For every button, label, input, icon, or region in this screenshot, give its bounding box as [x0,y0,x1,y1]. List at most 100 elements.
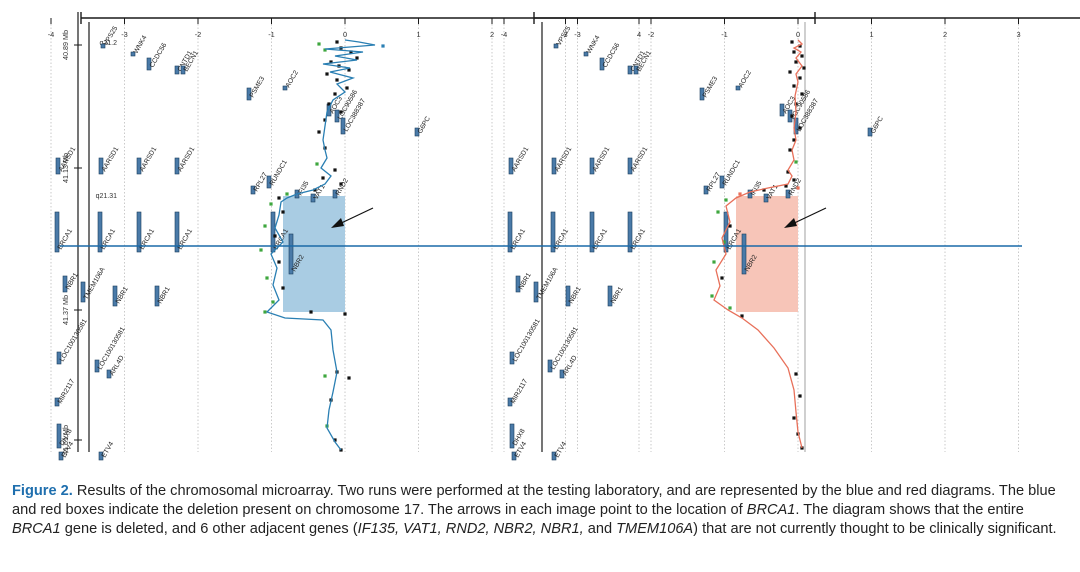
gene-label: AARSD1 [511,146,531,173]
gene-label: PSME3 [702,75,720,99]
probe-dot [339,182,343,186]
gene-label: AOC2 [285,69,300,89]
probe-dot [794,160,798,164]
gene-bar [136,157,142,175]
gene-bar [98,451,104,461]
gene-bar [340,117,346,135]
caption-text: ) that are not currently thought to be c… [693,521,1057,538]
gene-label: AOC2 [738,69,753,89]
gene-bar [62,275,68,293]
probe-dot [335,78,339,82]
gene-bar [54,211,60,253]
probe-dot [784,184,788,188]
probe-dot [740,314,744,318]
gene-bar [550,211,556,253]
gene-bar [703,185,709,195]
probe-dot [323,118,327,122]
gene-label: MIR2117 [57,378,77,405]
probe-dot [790,114,794,118]
tick-label: 0 [343,30,347,39]
tick-label: -1 [268,30,275,39]
probe-dot [313,188,317,192]
probe-dot [794,372,798,376]
blue-microarray-panel: -4 -3 -2 -1 0 1 2 3 4 AARSD1 AARSD1 AARSD1 AARSD1 RUN… [48,12,816,461]
gene-label: IFI35 [297,180,311,197]
gene-bar [98,157,104,175]
tick-label: -3 [574,30,581,39]
gene-bar [511,451,517,461]
gene-label: RND2 [335,177,350,197]
gene-bar [583,51,589,57]
probe-dot [798,394,802,398]
probe-dot [329,60,333,64]
gene-bar [633,65,639,75]
probe-dot [343,312,347,316]
tick-label: 4 [637,30,641,39]
gene-bar [56,423,62,449]
tick-label: 3 [1016,30,1020,39]
gene-bar [627,65,633,75]
gene-bar [747,189,753,199]
gene-label: AARSD1 [630,146,650,173]
probe-dot [323,48,327,52]
probe-dot [281,286,285,290]
caption-text: . The diagram shows that the entire [795,502,1024,519]
gene-bar [180,65,186,75]
caption-gene: TMEM106A [616,521,694,538]
gene-label: LOC100130581 [97,326,127,371]
probe-dot [722,240,726,244]
gene-bar [282,85,288,91]
gene-label: TMEM106A [536,266,560,301]
probe-dot [269,202,273,206]
tick-label: 1 [416,30,420,39]
probe-dot [798,126,802,130]
probe-dot [728,224,732,228]
probe-dot [323,374,327,378]
probe-dot [792,138,796,142]
gene-label: TMEM106A [83,266,107,301]
gene-label: ETV4 [101,441,116,459]
caption-gene: BRCA1 [746,502,796,519]
tick-label: -4 [48,30,55,39]
probe-dot [355,56,359,60]
gene-bar [509,351,515,365]
gene-bar [763,193,769,203]
gene-label: AARSD1 [139,146,159,173]
gene-bar [699,87,705,101]
probe-dot [333,92,337,96]
gene-bar [508,157,514,175]
gene-bar [246,87,252,101]
caption-gene: BRCA1 [12,521,61,538]
copy-number-profile [713,39,804,449]
probe-dot [333,438,337,442]
red-microarray-panel: -4 -3 -2 -1 0 1 2 3 4 AARSD1 AARSD1 AARSD1 AARSD1 RUN… [501,12,1080,461]
gene-label: CCDC56 [602,42,622,69]
gene-label: AARSD1 [592,146,612,173]
gene-bar [56,351,62,365]
gene-bar [551,157,557,175]
probe-dot [333,168,337,172]
gene-label: IFI35 [750,180,764,197]
gene-bar [627,157,633,175]
caption-gene-list: IF135, VAT1, RND2, NBR2, NBR1, [357,521,584,538]
copy-number-profile [265,39,376,451]
probe-dot [798,44,802,48]
gene-bar [599,57,605,71]
probe-dot [790,40,794,44]
band-label: q21.31 [96,193,118,200]
probe-dot [335,40,339,44]
band-label: q21.2 [99,40,117,47]
gene-label: VPS25 [556,25,573,47]
gene-bar [130,51,136,57]
probe-dot [285,192,289,196]
probe-dot [317,130,321,134]
ruler-label: 40.89 Mb [61,30,70,60]
probe-dot [265,276,269,280]
deletion-box [283,196,345,312]
probe-dot [792,50,796,54]
gene-bar [607,285,613,307]
probe-dot [347,68,351,72]
probe-dot [788,148,792,152]
gene-bar [250,185,256,195]
gene-bar [779,103,785,117]
